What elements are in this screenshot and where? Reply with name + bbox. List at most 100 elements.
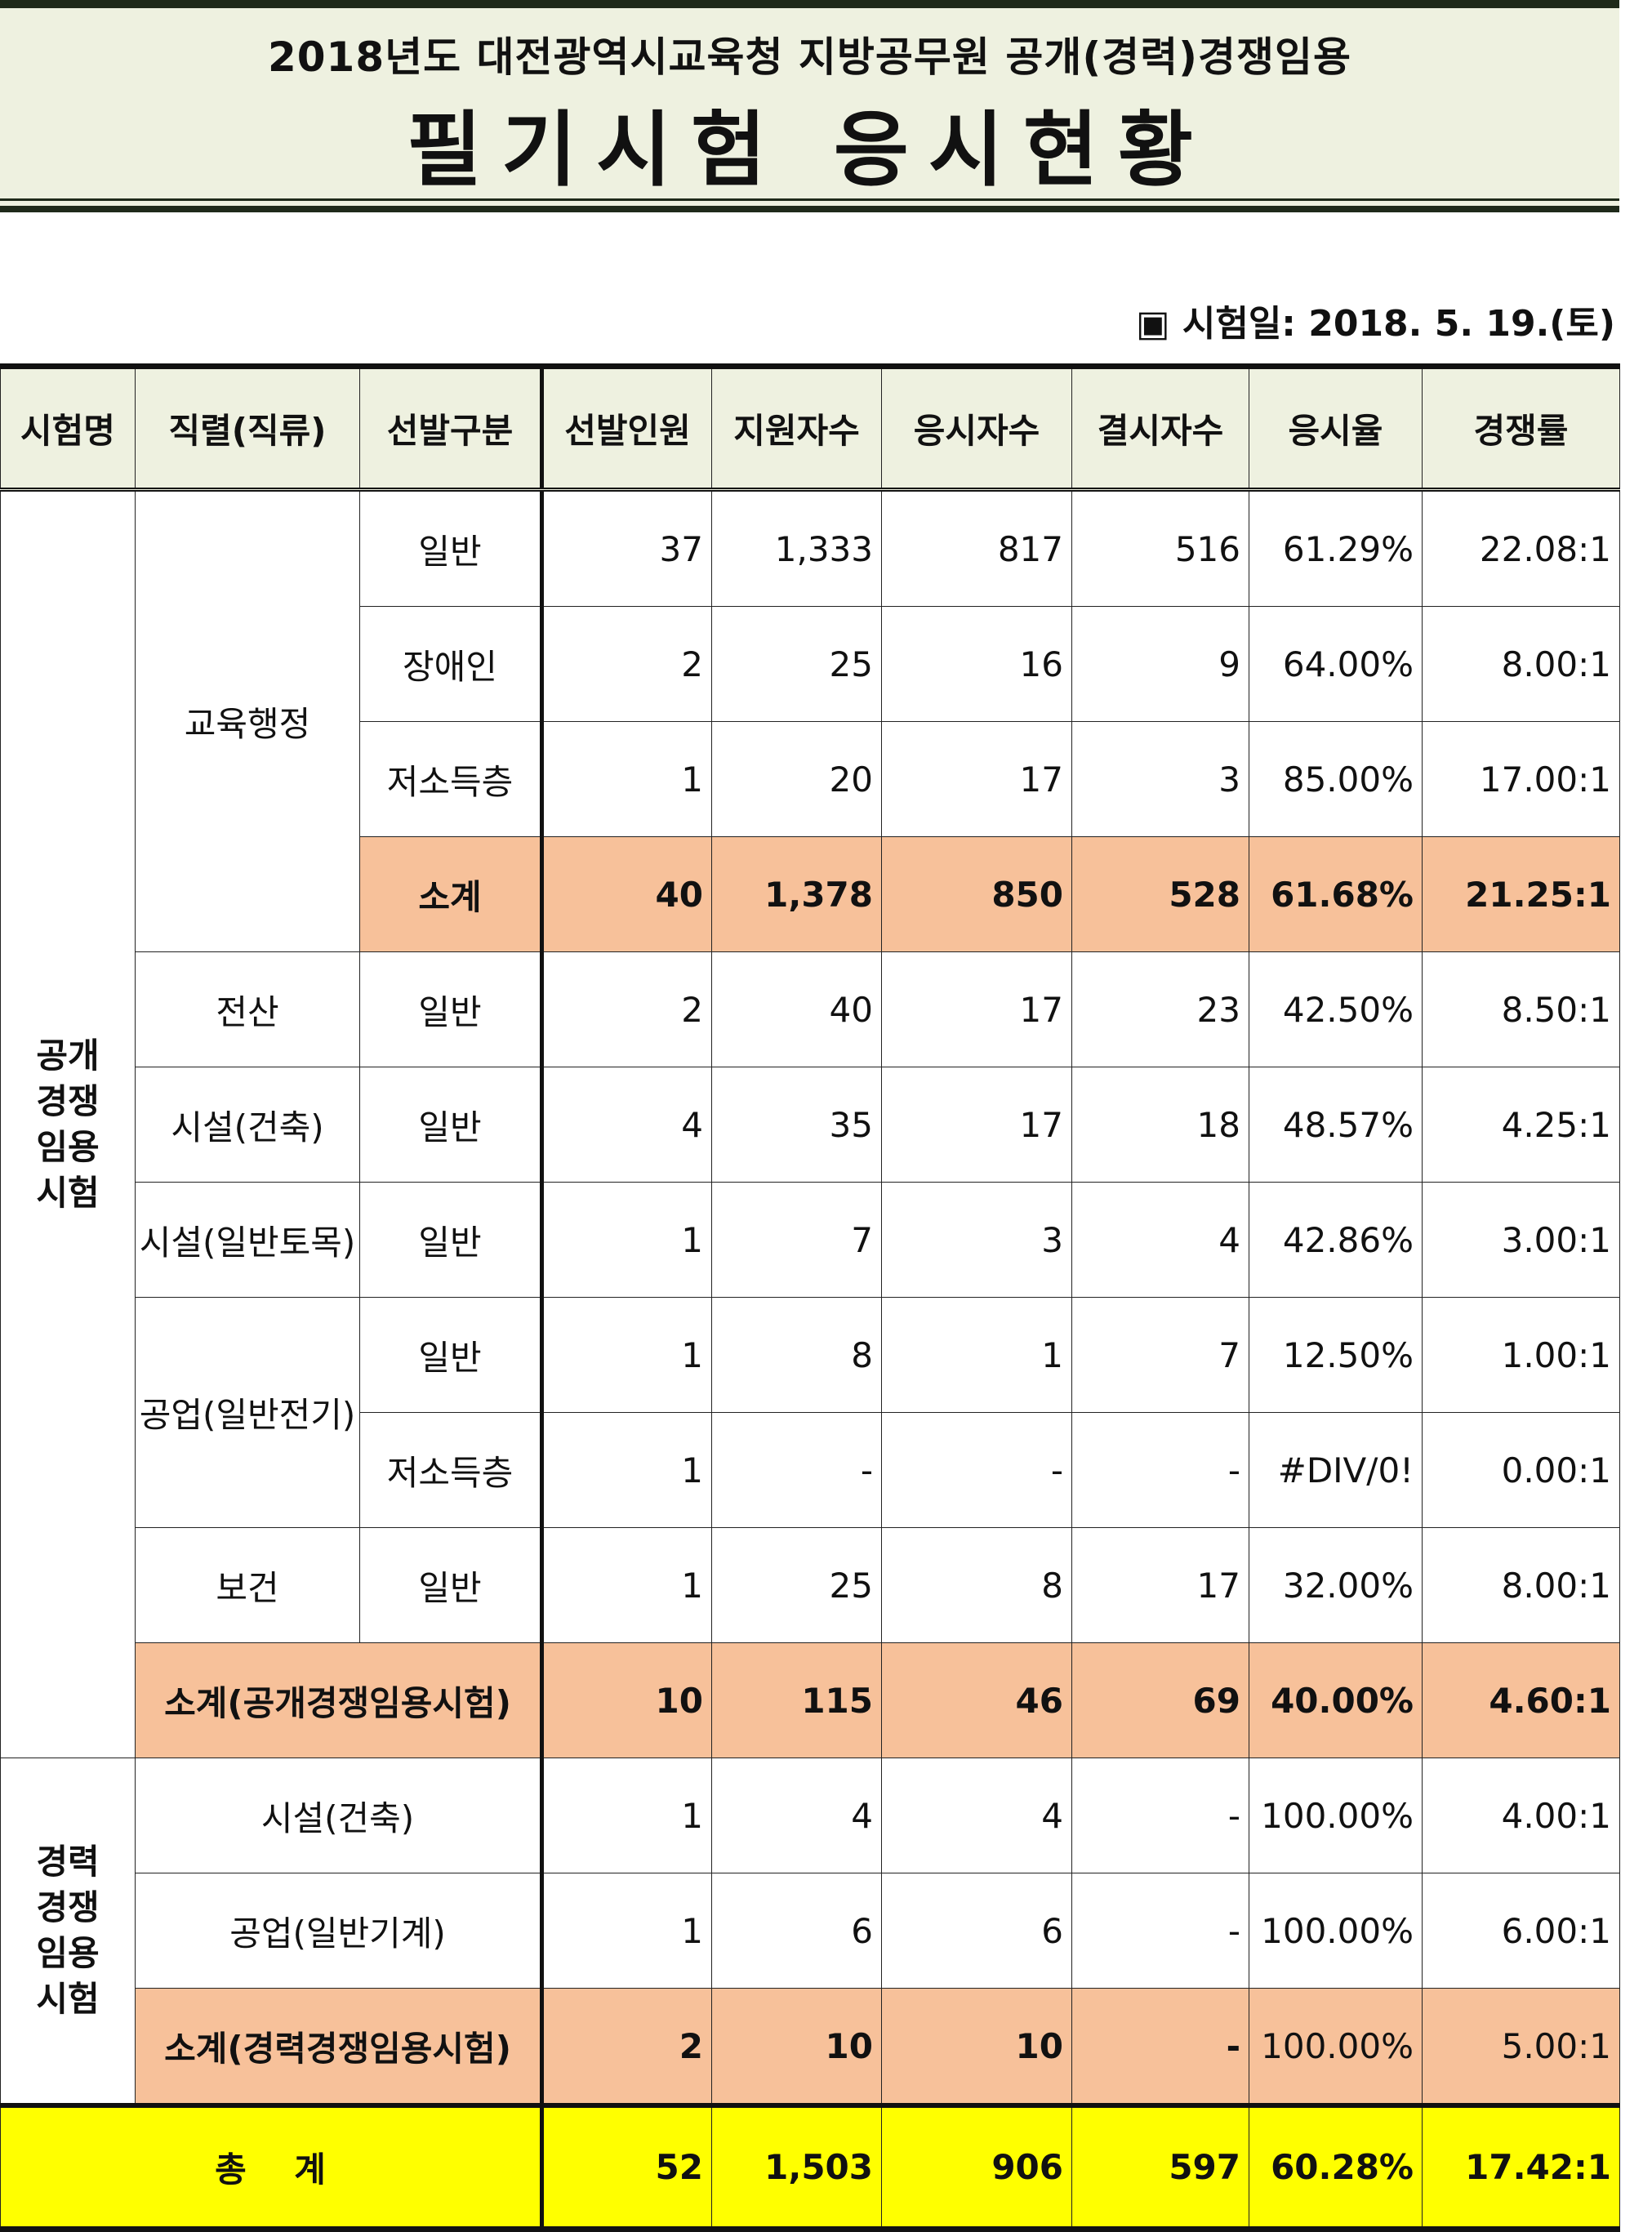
competition-ratio: 22.08:1 bbox=[1422, 489, 1620, 607]
applicants: 7 bbox=[711, 1182, 882, 1298]
applicants: - bbox=[711, 1412, 882, 1528]
absentees: 516 bbox=[1071, 489, 1249, 607]
absentees: 17 bbox=[1071, 1527, 1249, 1643]
attendees: 4 bbox=[881, 1758, 1072, 1873]
attendance-rate: 100.00% bbox=[1249, 1758, 1423, 1873]
applicants: 8 bbox=[711, 1297, 882, 1413]
selection-type: 일반 bbox=[359, 1182, 542, 1298]
applicants: 25 bbox=[711, 1527, 882, 1643]
attendance-rate: 40.00% bbox=[1249, 1642, 1423, 1758]
series-industry-elec: 공업(일반전기) bbox=[135, 1297, 360, 1528]
absentees: 9 bbox=[1071, 606, 1249, 722]
competition-ratio: 8.00:1 bbox=[1422, 1527, 1620, 1643]
table-row: 공업(일반전기) 일반 1 8 1 7 12.50% 1.00:1 bbox=[1, 1297, 1620, 1528]
attendees: 17 bbox=[881, 1067, 1072, 1183]
attendees: 6 bbox=[881, 1873, 1072, 1989]
attendance-rate: 48.57% bbox=[1249, 1067, 1423, 1183]
attendees: 3 bbox=[881, 1182, 1072, 1298]
attendance-rate: 60.28% bbox=[1249, 2103, 1423, 2232]
header-quota: 선발인원 bbox=[540, 363, 712, 492]
series-facility-arch: 시설(건축) bbox=[135, 1067, 360, 1183]
subtotal-label: 소계 bbox=[359, 836, 542, 952]
quota: 1 bbox=[540, 1182, 712, 1298]
attendance-rate: 64.00% bbox=[1249, 606, 1423, 722]
attendance-rate: 100.00% bbox=[1249, 1988, 1423, 2106]
attendees: 1 bbox=[881, 1297, 1072, 1413]
quota: 1 bbox=[540, 1412, 712, 1528]
table-row: 공업(일반기계) 1 6 6 - 100.00% 6.00:1 bbox=[1, 1873, 1620, 1989]
selection-type: 저소득층 bbox=[359, 721, 542, 837]
absentees: - bbox=[1071, 1412, 1249, 1528]
quota: 10 bbox=[540, 1642, 712, 1758]
attendees: 46 bbox=[881, 1642, 1072, 1758]
subtotal-label: 소계(경력경쟁임용시험) bbox=[135, 1988, 542, 2106]
attendance-rate: 61.68% bbox=[1249, 836, 1423, 952]
competition-ratio: 5.00:1 bbox=[1422, 1988, 1620, 2106]
competition-ratio: 8.00:1 bbox=[1422, 606, 1620, 722]
quota: 40 bbox=[540, 836, 712, 952]
group-label-career-competition: 경력 경쟁 임용 시험 bbox=[0, 1758, 136, 2106]
header-row: 시험명 직렬(직류) 선발구분 선발인원 지원자수 응시자수 결시자수 응시율 … bbox=[0, 363, 1620, 492]
quota: 37 bbox=[540, 489, 712, 607]
applicants: 40 bbox=[711, 951, 882, 1067]
title-line-2: 필기시험 응시현황 bbox=[407, 102, 1213, 198]
applicants: 10 bbox=[711, 1988, 882, 2106]
quota: 4 bbox=[540, 1067, 712, 1183]
competition-ratio: 17.00:1 bbox=[1422, 721, 1620, 837]
applicants: 1,333 bbox=[711, 489, 882, 607]
applicants: 20 bbox=[711, 721, 882, 837]
header-attendance-rate: 응시율 bbox=[1249, 363, 1423, 492]
table-row: 공개 경쟁 임용 시험 교육행정 일반 37 1,333 817 516 61.… bbox=[0, 489, 1620, 1758]
attendance-rate: #DIV/0! bbox=[1249, 1412, 1423, 1528]
selection-type: 일반 bbox=[359, 1067, 542, 1183]
header-selection-type: 선발구분 bbox=[359, 363, 542, 492]
attendance-rate: 42.50% bbox=[1249, 951, 1423, 1067]
quota: 1 bbox=[540, 1527, 712, 1643]
competition-ratio: 17.42:1 bbox=[1422, 2103, 1620, 2232]
competition-ratio: 0.00:1 bbox=[1422, 1412, 1620, 1528]
applicants: 4 bbox=[711, 1758, 882, 1873]
selection-type: 저소득층 bbox=[359, 1412, 542, 1528]
competition-ratio: 4.60:1 bbox=[1422, 1642, 1620, 1758]
selection-type: 일반 bbox=[359, 1297, 542, 1413]
grand-total-label: 총 계 bbox=[0, 2103, 542, 2232]
header-series: 직렬(직류) bbox=[135, 363, 360, 492]
table-row: 저소득층 1 20 17 3 85.00% 17.00:1 bbox=[1, 721, 1620, 837]
selection-type: 일반 bbox=[359, 1527, 542, 1643]
selection-type: 일반 bbox=[359, 489, 542, 607]
group-label-open-competition: 공개 경쟁 임용 시험 bbox=[0, 489, 136, 1758]
attendees: 906 bbox=[881, 2103, 1072, 2232]
absentees: 18 bbox=[1071, 1067, 1249, 1183]
attendance-rate: 32.00% bbox=[1249, 1527, 1423, 1643]
absentees: - bbox=[1071, 1988, 1249, 2106]
quota: 1 bbox=[540, 1758, 712, 1873]
subtotal-label: 소계(공개경쟁임용시험) bbox=[135, 1642, 542, 1758]
applicants: 25 bbox=[711, 606, 882, 722]
header-absentees: 결시자수 bbox=[1071, 363, 1249, 492]
series-career-facility-arch: 시설(건축) bbox=[135, 1758, 542, 1873]
applicants: 6 bbox=[711, 1873, 882, 1989]
attendance-rate: 12.50% bbox=[1249, 1297, 1423, 1413]
attendees: - bbox=[881, 1412, 1072, 1528]
table-row: 저소득층 1 - - - #DIV/0! 0.00:1 bbox=[1, 1412, 1620, 1528]
table-row: 보건 일반 1 25 8 17 32.00% 8.00:1 bbox=[1, 1527, 1620, 1643]
series-health: 보건 bbox=[135, 1527, 360, 1643]
quota: 2 bbox=[540, 951, 712, 1067]
attendees: 10 bbox=[881, 1988, 1072, 2106]
competition-ratio: 1.00:1 bbox=[1422, 1297, 1620, 1413]
attendees: 850 bbox=[881, 836, 1072, 952]
attendees: 17 bbox=[881, 721, 1072, 837]
quota: 52 bbox=[540, 2103, 712, 2232]
subtotal-row-open-competition: 소계(공개경쟁임용시험) 10 115 46 69 40.00% 4.60:1 bbox=[0, 1642, 1620, 1758]
absentees: 4 bbox=[1071, 1182, 1249, 1298]
absentees: 69 bbox=[1071, 1642, 1249, 1758]
subtotal-row-career-competition: 소계(경력경쟁임용시험) 2 10 10 - 100.00% 5.00:1 bbox=[0, 1988, 1620, 2106]
absentees: 597 bbox=[1071, 2103, 1249, 2232]
attendees: 17 bbox=[881, 951, 1072, 1067]
absentees: 23 bbox=[1071, 951, 1249, 1067]
quota: 2 bbox=[540, 1988, 712, 2106]
attendees: 817 bbox=[881, 489, 1072, 607]
attendees: 8 bbox=[881, 1527, 1072, 1643]
exam-status-table: 시험명 직렬(직류) 선발구분 선발인원 지원자수 응시자수 결시자수 응시율 … bbox=[0, 363, 1620, 2232]
attendance-rate: 42.86% bbox=[1249, 1182, 1423, 1298]
